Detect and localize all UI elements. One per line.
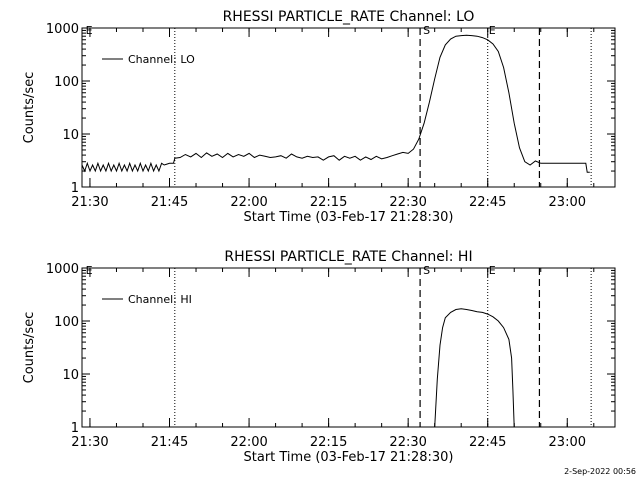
x-axis-label: Start Time (03-Feb-17 21:28:30) xyxy=(244,210,454,225)
x-tick-label: 21:30 xyxy=(71,195,108,210)
chart-title: RHESSI PARTICLE_RATE Channel: HI xyxy=(224,249,472,265)
x-tick-label: 22:15 xyxy=(310,435,347,450)
marker-label: E xyxy=(86,24,93,37)
x-tick-label: 22:30 xyxy=(389,435,426,450)
y-tick-label: 100 xyxy=(54,75,79,90)
x-tick-label: 23:00 xyxy=(549,195,586,210)
x-tick-label: 21:30 xyxy=(71,435,108,450)
legend-label: Channel: HI xyxy=(128,293,192,306)
x-tick-label: 22:00 xyxy=(230,435,267,450)
marker-label: E xyxy=(86,264,93,277)
legend-label: Channel: LO xyxy=(128,53,195,66)
y-axis-label: Counts/sec xyxy=(22,72,37,144)
x-axis-label: Start Time (03-Feb-17 21:28:30) xyxy=(244,450,454,465)
marker-label: E xyxy=(489,24,496,37)
y-tick-label: 1000 xyxy=(46,262,79,277)
plot-frame xyxy=(81,267,616,428)
x-tick-label: 22:30 xyxy=(389,195,426,210)
x-tick-label: 23:00 xyxy=(549,435,586,450)
series-line xyxy=(81,34,590,173)
y-tick-label: 1 xyxy=(71,421,79,436)
marker-label: S xyxy=(423,24,430,37)
x-tick-label: 22:45 xyxy=(469,435,506,450)
x-tick-label: 22:15 xyxy=(310,195,347,210)
footer-timestamp: 2-Sep-2022 00:56 xyxy=(564,467,636,476)
x-tick-label: 22:00 xyxy=(230,195,267,210)
y-tick-label: 10 xyxy=(62,368,79,383)
x-tick-label: 21:45 xyxy=(151,195,188,210)
x-tick-label: 22:45 xyxy=(469,195,506,210)
series-line xyxy=(434,308,515,428)
marker-label: E xyxy=(489,264,496,277)
y-tick-label: 1000 xyxy=(46,22,79,37)
y-tick-label: 100 xyxy=(54,315,79,330)
y-axis-label: Counts/sec xyxy=(22,312,37,384)
x-tick-label: 21:45 xyxy=(151,435,188,450)
plot-frame xyxy=(81,27,616,188)
y-tick-label: 10 xyxy=(62,128,79,143)
y-tick-label: 1 xyxy=(71,181,79,196)
chart-title: RHESSI PARTICLE_RATE Channel: LO xyxy=(223,9,475,25)
panel-hi: RHESSI PARTICLE_RATE Channel: HI 1 10 100 10… xyxy=(22,249,616,465)
panel-lo: RHESSI PARTICLE_RATE Channel: LO 1 10 100 10… xyxy=(22,9,616,225)
marker-label: S xyxy=(423,264,430,277)
